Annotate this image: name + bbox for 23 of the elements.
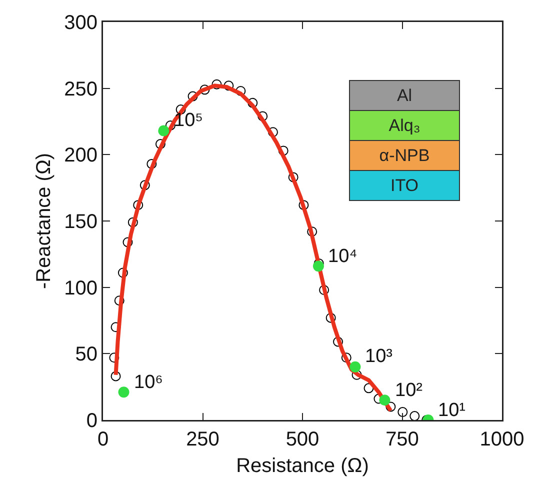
- x-axis-title: Resistance (Ω): [236, 454, 369, 477]
- annotation: α-NPB: [350, 141, 459, 171]
- y-tick-label: 0: [86, 410, 98, 432]
- y-axis-title: -Reactance (Ω): [32, 152, 55, 290]
- x-tick-label: 250: [186, 428, 220, 450]
- annotation: Al: [350, 81, 459, 111]
- x-tick-label: 500: [286, 428, 320, 450]
- y-tick-label: 50: [75, 344, 98, 366]
- y-tick-label: 100: [64, 277, 98, 300]
- annotation: ITO: [350, 171, 459, 200]
- x-tick-label: 750: [386, 428, 419, 450]
- y-tick-label: 150: [64, 211, 98, 233]
- annotation: 10⁵: [174, 110, 204, 131]
- annotation: 10⁴: [328, 246, 358, 267]
- y-tick-label: 200: [64, 144, 98, 167]
- annotation: 10⁶: [134, 372, 163, 393]
- annotation: Alq₃: [350, 111, 459, 141]
- annotation: 10³: [365, 346, 392, 367]
- annotation: 10²: [395, 380, 422, 401]
- annotation: 10¹: [438, 400, 466, 421]
- x-tick-label: 1000: [480, 428, 524, 450]
- y-tick-label: 300: [64, 12, 98, 34]
- y-tick-label: 250: [64, 78, 98, 100]
